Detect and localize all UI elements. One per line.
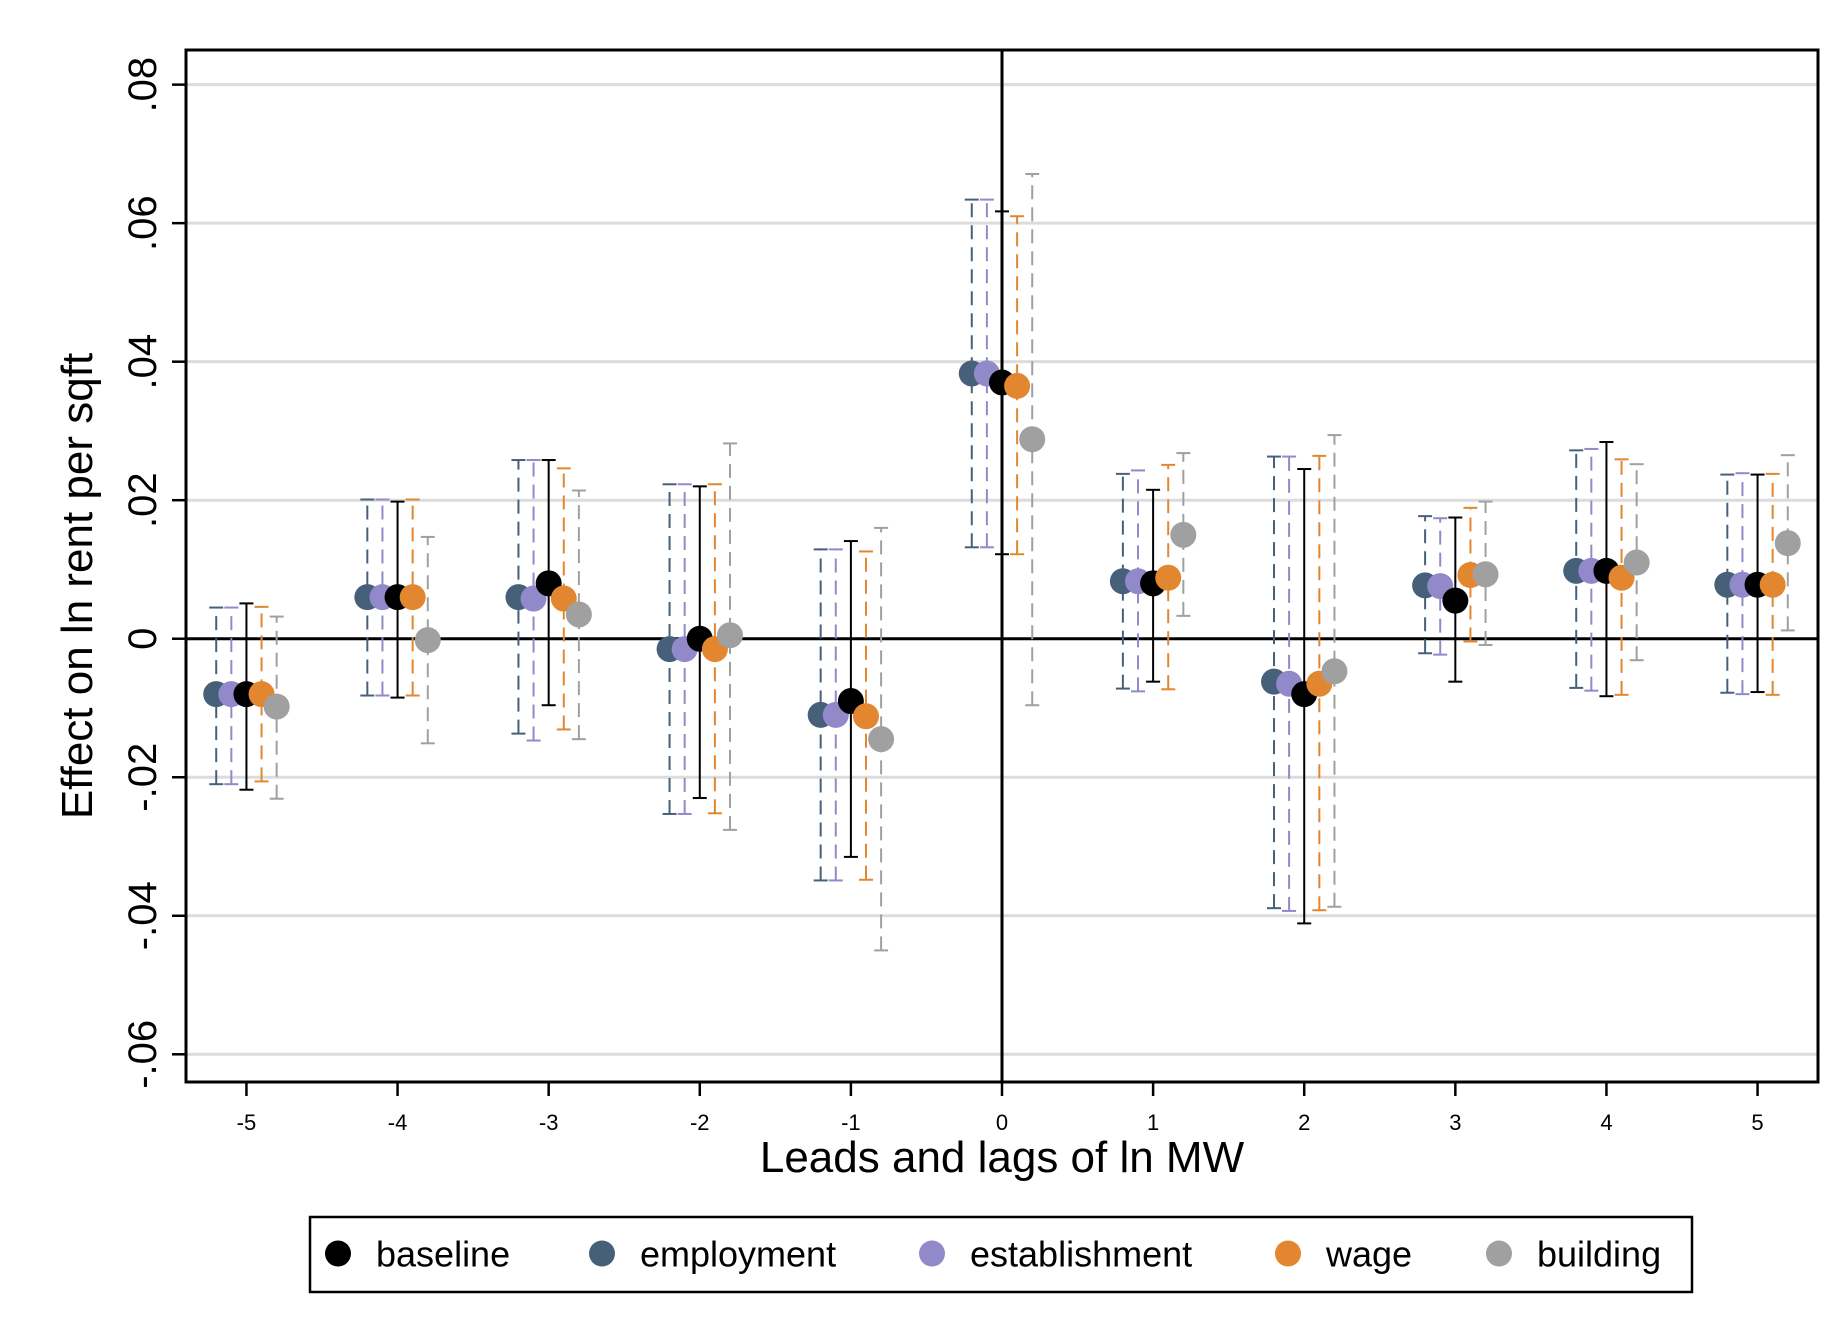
x-axis: -5 -4 -3 -2 -1 0 1 2 3 4 5	[237, 1082, 1764, 1135]
legend-label-establishment: establishment	[970, 1234, 1192, 1275]
point-baseline	[1442, 587, 1469, 614]
point-wage	[1759, 571, 1786, 598]
point-building	[1472, 561, 1499, 588]
legend: baseline employment establishment wage build…	[308, 1215, 1694, 1294]
point-building	[1170, 521, 1197, 548]
y-tick-label: -.06	[121, 1020, 165, 1089]
point-wage	[399, 584, 426, 611]
point-building	[1774, 530, 1801, 557]
legend-marker-establishment	[919, 1240, 945, 1267]
x-tick-label: 2	[1298, 1110, 1310, 1135]
point-wage	[1155, 564, 1182, 591]
y-tick-label: .06	[121, 195, 165, 251]
x-tick-label: 4	[1600, 1110, 1612, 1135]
legend-marker-building	[1486, 1240, 1512, 1267]
x-tick-label: -2	[690, 1110, 710, 1135]
y-tick-label: 0	[121, 628, 165, 650]
x-tick-label: 0	[996, 1110, 1008, 1135]
legend-label-baseline: baseline	[376, 1234, 510, 1275]
point-building	[1321, 658, 1348, 685]
legend-marker-employment	[589, 1240, 615, 1267]
y-axis-title: Effect on ln rent per sqft	[53, 353, 102, 819]
legend-label-wage: wage	[1325, 1234, 1412, 1275]
x-axis-title: Leads and lags of ln MW	[760, 1133, 1245, 1182]
y-axis: -.06 -.04 -.02 0 .02 .04 .06 .08	[121, 57, 186, 1089]
point-estimates	[203, 360, 1801, 753]
point-building	[263, 693, 290, 720]
y-tick-label: -.02	[121, 743, 165, 812]
legend-label-building: building	[1537, 1234, 1661, 1275]
y-tick-label: .02	[121, 472, 165, 528]
legend-marker-wage	[1275, 1240, 1301, 1267]
y-tick-label: .08	[121, 57, 165, 113]
point-building	[717, 622, 743, 649]
point-building	[565, 601, 592, 628]
legend-box	[308, 1215, 1694, 1294]
point-wage	[853, 703, 879, 730]
legend-items: baseline employment establishment wage build…	[325, 1234, 1661, 1275]
x-tick-label: 3	[1449, 1110, 1461, 1135]
point-wage	[1004, 372, 1031, 399]
legend-marker-baseline	[325, 1240, 351, 1267]
point-building	[1019, 426, 1046, 453]
legend-label-employment: employment	[640, 1234, 836, 1275]
x-tick-label: -3	[539, 1110, 559, 1135]
y-tick-label: -.04	[121, 881, 165, 950]
point-building	[414, 627, 441, 654]
point-building	[868, 726, 895, 753]
x-tick-label: -5	[237, 1110, 257, 1135]
y-tick-label: .04	[121, 334, 165, 390]
x-tick-label: 5	[1751, 1110, 1763, 1135]
x-tick-label: 1	[1147, 1110, 1159, 1135]
x-tick-label: -1	[841, 1110, 861, 1135]
x-tick-label: -4	[388, 1110, 408, 1135]
point-building	[1623, 549, 1650, 576]
